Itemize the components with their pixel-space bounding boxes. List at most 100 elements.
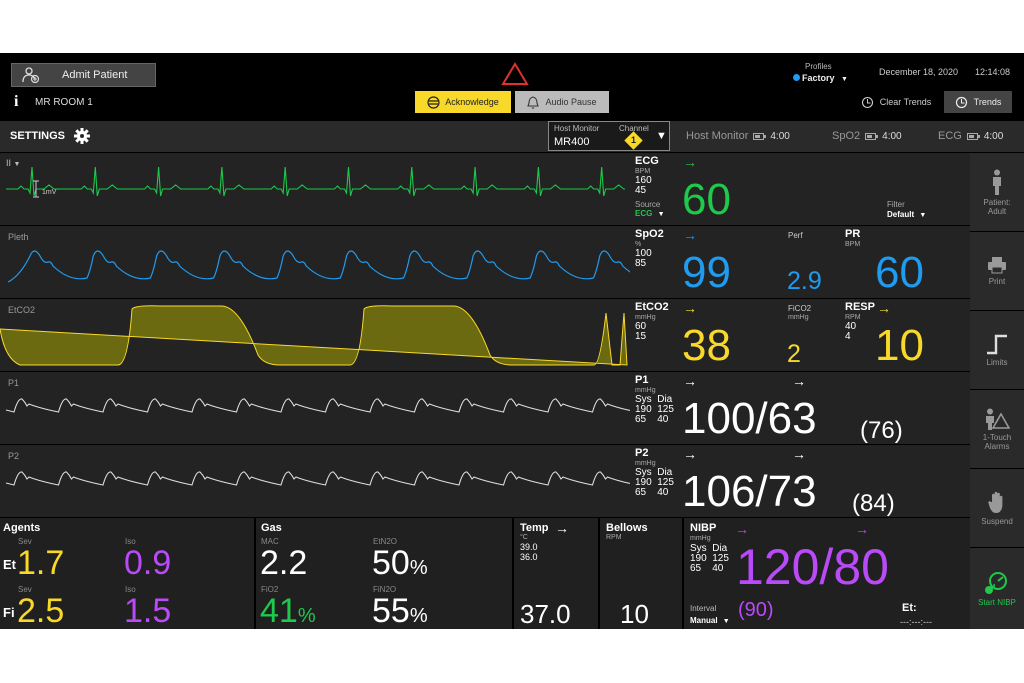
p1-unit: mmHg <box>635 387 656 394</box>
fico2-unit: mmHg <box>788 314 809 321</box>
ecg-filter-select[interactable]: Default ▼ <box>887 210 926 219</box>
patient-type-label: Patient: Adult <box>983 197 1011 216</box>
monitor-screen: Admit Patient i MR ROOM 1 Acknowledge Au… <box>0 53 1024 629</box>
fin2o-percent: % <box>409 605 428 627</box>
clear-trends-icon <box>861 96 874 109</box>
ecg-row[interactable]: II ▼ 1mV ECG BPM 160 45 Source ECG ▼ → 6… <box>0 153 970 225</box>
etco2-limits: 60 15 <box>635 321 647 342</box>
fico2-value: 2 <box>787 340 801 368</box>
profile-dot-icon <box>793 74 800 81</box>
suspend-button[interactable]: Suspend <box>970 469 1024 547</box>
spo2-value: 99 <box>682 248 731 297</box>
one-touch-alarm-icon <box>984 408 1010 433</box>
battery-status-ecg: ECG 4:00 <box>938 130 1003 142</box>
mac-value: 2.2 <box>260 544 308 582</box>
p2-mean: (84) <box>852 490 895 517</box>
p1-row[interactable]: P1 P1 mmHg Sys Dia 190 125 65 40 → → 100… <box>0 372 970 444</box>
p2-sys-arrow-icon: → <box>683 446 697 462</box>
battery-name: ECG <box>938 130 962 142</box>
agents-title: Agents <box>3 522 41 534</box>
et-iso-label: Iso <box>125 537 136 546</box>
nibp-et-value: ---:---:--- <box>900 617 932 627</box>
admit-patient-label: Admit Patient <box>62 69 128 81</box>
ecg-unit: BPM <box>635 168 651 175</box>
limits-button[interactable]: Limits <box>970 311 1024 389</box>
admit-patient-icon <box>22 67 40 83</box>
start-nibp-button[interactable]: Start NIBP <box>970 548 1024 629</box>
clear-trends-button[interactable]: Clear Trends <box>855 91 937 113</box>
temp-panel[interactable]: Temp → °C 39.0 36.0 37.0 <box>514 518 598 629</box>
profile-value: Factory <box>802 73 835 83</box>
nibp-panel[interactable]: NIBP mmHg Sys Dia 190 125 65 40 → → 120/… <box>684 518 970 629</box>
pleth-waveform <box>7 250 630 283</box>
ecg-source-select[interactable]: ECG ▼ <box>635 209 665 218</box>
spo2-row[interactable]: Pleth SpO2 % 100 85 → 99 Perf 2.9 PR BPM… <box>0 226 970 298</box>
pr-value: 60 <box>875 248 924 297</box>
gas-panel[interactable]: Gas MAC EtN2O 2.2 50% FiO2 FiN2O 41% 55% <box>256 518 512 629</box>
fi-label: Fi <box>3 605 15 620</box>
room-label: MR ROOM 1 <box>35 97 93 108</box>
settings-button[interactable]: SETTINGS <box>10 127 91 145</box>
one-touch-alarms-label: 1-Touch Alarms <box>982 432 1012 451</box>
p1-trace <box>5 398 630 413</box>
host-channel-selector[interactable]: Host Monitor Channel MR400 1 ▼ <box>548 121 670 151</box>
admit-patient-button[interactable]: Admit Patient <box>11 63 156 87</box>
et-label: Et <box>3 557 16 572</box>
chevron-down-icon: ▼ <box>656 130 667 142</box>
p1-wave-label: P1 <box>8 378 20 388</box>
battery-time: 4:00 <box>983 130 1004 142</box>
p1-sys-arrow-icon: → <box>683 373 697 389</box>
interval-select[interactable]: Manual ▼ <box>690 616 730 625</box>
et-sev-label: Sev <box>18 537 32 546</box>
bellows-title: Bellows <box>606 522 648 534</box>
agents-panel[interactable]: Agents Sev Iso Et 1.7 0.9 Sev Iso Fi 2.5… <box>0 518 254 629</box>
interval-value: Manual <box>690 616 718 625</box>
trends-button[interactable]: Trends <box>944 91 1012 113</box>
resp-unit: RPM <box>845 314 861 321</box>
fi-sev-value: 2.5 <box>17 592 65 629</box>
bellows-panel[interactable]: Bellows RPM 10 <box>600 518 682 629</box>
capnography-waveform <box>0 305 628 366</box>
suspend-label: Suspend <box>981 517 1013 526</box>
fin2o-label: FiN2O <box>373 585 397 594</box>
et-sev-value: 1.7 <box>17 544 65 582</box>
temp-title: Temp <box>520 522 549 534</box>
patient-type-button[interactable]: Patient: Adult <box>970 153 1024 231</box>
channel-label: Channel <box>619 124 649 133</box>
ecg-source-value: ECG <box>635 209 653 218</box>
ecg-lead-select[interactable]: II ▼ <box>6 158 20 168</box>
chevron-down-icon: ▼ <box>13 161 21 168</box>
hand-icon <box>988 490 1006 517</box>
p2-name: P2 <box>635 447 649 459</box>
one-touch-alarms-button[interactable]: 1-Touch Alarms <box>970 390 1024 468</box>
limits-icon <box>986 333 1008 358</box>
et-iso-value: 0.9 <box>124 544 172 582</box>
host-monitor-value: MR400 <box>554 136 590 148</box>
ecg-waveform <box>6 166 625 198</box>
info-icon[interactable]: i <box>14 93 19 110</box>
p2-waveform <box>5 471 630 486</box>
p2-row[interactable]: P2 P2 mmHg Sys Dia 190 125 65 40 → → 106… <box>0 445 970 517</box>
fin2o-value: 55% <box>372 594 428 628</box>
ecg-filter-value: Default <box>887 210 915 219</box>
audio-pause-button[interactable]: Audio Pause <box>515 91 609 113</box>
acknowledge-button[interactable]: Acknowledge <box>415 91 511 113</box>
battery-time: 4:00 <box>770 130 790 142</box>
etco2-row[interactable]: EtCO2 EtCO2 mmHg 60 15 → 38 FiCO2 mmHg 2… <box>0 299 970 371</box>
etco2-name: EtCO2 <box>635 301 669 313</box>
fico2-label: FiCO2 <box>788 304 812 313</box>
clear-trends-label: Clear Trends <box>879 97 932 107</box>
profile-select[interactable]: Factory ▼ <box>793 73 848 83</box>
nibp-et-label: Et: <box>902 602 917 614</box>
co2-trace <box>0 305 628 366</box>
trends-label: Trends <box>973 97 1002 107</box>
fio2-label: FiO2 <box>261 585 279 594</box>
print-button[interactable]: Print <box>970 232 1024 310</box>
alarm-triangle-icon <box>501 62 529 91</box>
resp-value: 10 <box>875 321 924 370</box>
etn2o-number: 50 <box>372 544 410 582</box>
gear-icon <box>73 127 91 145</box>
p1-name: P1 <box>635 374 649 386</box>
etco2-unit: mmHg <box>635 314 656 321</box>
p1-dia-arrow-icon: → <box>792 373 806 389</box>
